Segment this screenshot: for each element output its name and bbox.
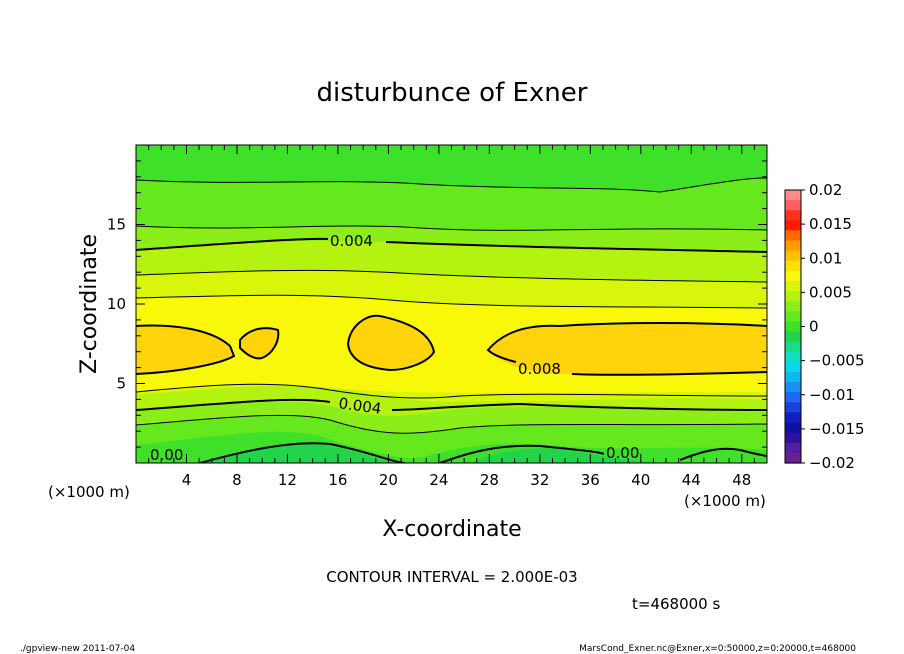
contour-line-004-upper (136, 237, 767, 253)
contour-line-008 (239, 327, 280, 360)
colorbar-segment (785, 270, 801, 282)
contour-label: 0.004 (330, 232, 373, 250)
colorbar-tick-label: 0.005 (809, 283, 852, 301)
contour-label: 0.00 (150, 446, 183, 464)
x-tick-label: 24 (429, 471, 448, 489)
colorbar-segment (785, 392, 801, 403)
colorbar-segment (785, 190, 801, 201)
colorbar-segment (785, 372, 801, 383)
contour-line (136, 414, 767, 434)
footer-left: ./gpview-new 2011-07-04 (20, 644, 135, 654)
colorbar-segment (785, 250, 801, 262)
colorbar-segment (785, 200, 801, 211)
colorbar-segment (785, 341, 801, 353)
contour-line (136, 383, 767, 399)
colorbar-tick-label: −0.02 (809, 454, 855, 472)
colorbar-tick-label: −0.015 (809, 420, 865, 438)
colorbar-segment (785, 331, 801, 343)
region-high-small (240, 328, 279, 359)
colorbar-segment (785, 422, 801, 434)
colorbar-tick-label: −0.005 (809, 352, 865, 370)
colorbar-segment (785, 382, 801, 393)
x-tick-label: 36 (581, 471, 600, 489)
y-tick-label: 5 (116, 375, 126, 393)
footer-right: MarsCond_Exner.nc@Exner,x=0:50000,z=0:20… (579, 644, 856, 654)
x-tick-label: 20 (379, 471, 398, 489)
colorbar-segment (785, 361, 801, 373)
y-tick-label: 10 (107, 295, 126, 313)
contour-label: 0.00 (606, 444, 639, 462)
x-tick-label: 28 (480, 471, 499, 489)
x-unit-label-right: (×1000 m) (684, 492, 766, 510)
region-high-right (488, 323, 767, 375)
x-tick-label: 16 (328, 471, 347, 489)
contour-line (136, 177, 767, 193)
colorbar-segment (785, 402, 801, 414)
colorbar-segment (785, 291, 801, 302)
time-label: t=468000 s (632, 595, 720, 613)
x-tick-label: 12 (278, 471, 297, 489)
colorbar-tick-label: 0.015 (809, 215, 852, 233)
contour-label: 0.004 (337, 394, 382, 418)
contour-line-008 (136, 324, 236, 375)
contour-line-008 (346, 314, 436, 372)
colorbar-segment (785, 452, 801, 464)
colorbar-tick-label: 0.02 (809, 181, 842, 199)
band-lowest (200, 443, 680, 463)
contour-line-004-lower (136, 398, 767, 411)
chart-title: disturbunce of Exner (317, 78, 588, 108)
colorbar-segment (785, 220, 801, 232)
colorbar-segment (785, 281, 801, 292)
x-tick-label: 48 (732, 471, 751, 489)
colorbar-segment (785, 210, 801, 221)
region-high-center (348, 315, 434, 370)
x-tick-label: 8 (232, 471, 242, 489)
colorbar-segment (785, 311, 801, 323)
x-axis-label: X-coordinate (382, 517, 521, 542)
colorbar-segment (785, 432, 801, 444)
colorbar-segment (785, 321, 801, 333)
plot-area: 0.004 0.008 0.004 0.00 0.00 (136, 145, 767, 464)
colorbar-tick-label: 0 (809, 318, 819, 336)
x-tick-label: 40 (631, 471, 650, 489)
colorbar-segment (785, 442, 801, 454)
contour-label: 0.008 (518, 360, 561, 378)
y-tick-label: 15 (107, 216, 126, 234)
x-unit-label-left: (×1000 m) (48, 483, 130, 501)
contour-line (136, 269, 767, 283)
x-tick-label: 32 (530, 471, 549, 489)
y-axis-label: Z-coordinate (77, 234, 102, 374)
y-axis: 5 10 15 (107, 160, 767, 448)
contour-interval: CONTOUR INTERVAL = 2.000E-03 (326, 568, 577, 586)
colorbar-segment (785, 351, 801, 363)
x-axis: 4 8 12 16 20 24 28 32 36 40 44 48 (148, 145, 755, 489)
contour-line-008 (486, 322, 767, 376)
colorbar-segment (785, 301, 801, 312)
colorbar-segment (785, 412, 801, 424)
x-tick-label: 44 (682, 471, 701, 489)
region-high-left (136, 325, 234, 374)
colorbar-segment (785, 240, 801, 252)
x-tick-label: 4 (182, 471, 192, 489)
colorbar-tick-label: −0.01 (809, 386, 855, 404)
colorbar-segment (785, 260, 801, 272)
colorbar-tick-label: 0.01 (809, 249, 842, 267)
contour-lines (136, 177, 767, 463)
contour-line (136, 225, 767, 231)
colorbar: 0.02 0.015 0.01 0.005 0 −0.005 −0.01 −0.015 −0.0… (784, 181, 865, 472)
contour-line (136, 294, 767, 309)
colorbar-segment (785, 230, 801, 242)
